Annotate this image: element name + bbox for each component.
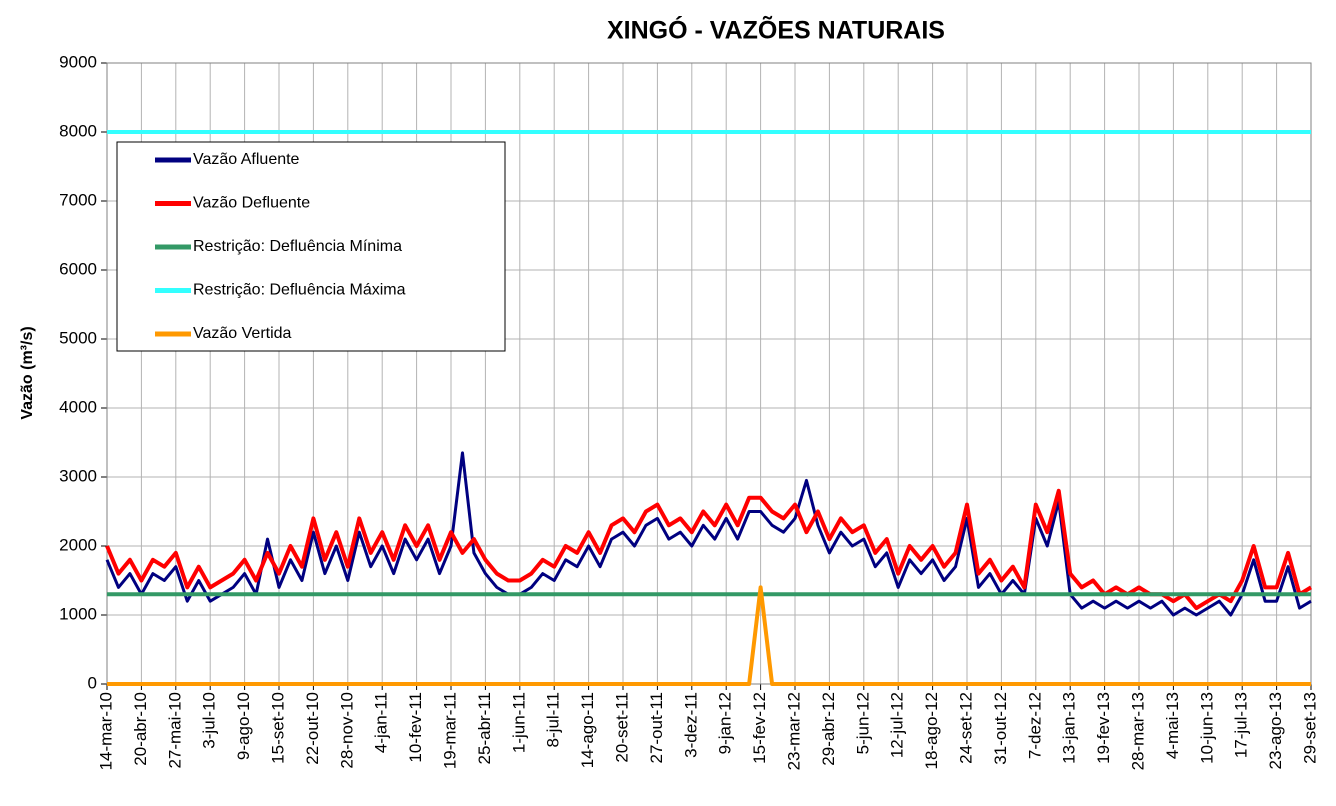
y-tick-label: 6000	[59, 259, 97, 278]
x-tick-label: 23-mar-12	[784, 692, 803, 770]
x-tick-label: 5-jun-12	[853, 692, 872, 754]
x-tick-label: 29-abr-12	[819, 692, 838, 766]
legend-label: Restrição: Defluência Mínima	[193, 238, 402, 255]
x-tick-label: 4-mai-13	[1163, 692, 1182, 759]
x-tick-label: 10-fev-11	[406, 692, 425, 763]
x-tick-label: 25-abr-11	[475, 692, 494, 764]
x-tick-label: 29-set-13	[1300, 692, 1319, 764]
x-tick-label: 20-set-11	[612, 692, 631, 763]
x-tick-label: 14-mar-10	[96, 692, 115, 770]
x-tick-label: 23-ago-13	[1266, 692, 1285, 770]
y-tick-label: 2000	[59, 535, 97, 554]
x-tick-label: 15-fev-12	[750, 692, 769, 764]
y-tick-label: 9000	[59, 52, 97, 71]
x-tick-label: 20-abr-10	[131, 692, 150, 766]
x-tick-label: 9-ago-10	[234, 692, 253, 760]
y-tick-label: 3000	[59, 466, 97, 485]
x-tick-label: 14-ago-11	[578, 692, 597, 768]
x-tick-label: 24-set-12	[956, 692, 975, 764]
y-tick-label: 1000	[59, 604, 97, 623]
x-tick-label: 27-out-11	[647, 692, 666, 764]
y-axis-label: Vazão (m³/s)	[19, 326, 36, 419]
x-tick-label: 15-set-10	[268, 692, 287, 764]
legend-label: Vazão Afluente	[193, 151, 300, 168]
x-tick-label: 10-jun-13	[1197, 692, 1216, 764]
x-tick-label: 12-jul-12	[888, 692, 907, 758]
x-tick-label: 7-dez-12	[1025, 692, 1044, 759]
x-tick-label: 19-mar-11	[440, 692, 459, 769]
y-tick-label: 5000	[59, 328, 97, 347]
y-tick-label: 8000	[59, 121, 97, 140]
series-line	[107, 585, 1311, 686]
x-tick-label: 27-mai-10	[165, 692, 184, 769]
x-tick-label: 4-jan-11	[372, 692, 391, 753]
y-tick-label: 0	[88, 673, 97, 692]
x-tick-label: 1-jun-11	[509, 692, 528, 753]
x-tick-label: 28-nov-10	[337, 692, 356, 769]
x-tick-label: 22-out-10	[303, 692, 322, 765]
x-tick-label: 19-fev-13	[1094, 692, 1113, 764]
x-tick-label: 3-jul-10	[200, 692, 219, 749]
x-tick-label: 28-mar-13	[1128, 692, 1147, 770]
x-tick-label: 9-jan-12	[716, 692, 735, 754]
legend-label: Vazão Defluente	[193, 195, 310, 212]
x-tick-label: 8-jul-11	[544, 692, 563, 747]
x-tick-label: 31-out-12	[991, 692, 1010, 765]
x-tick-label: 18-ago-12	[922, 692, 941, 770]
x-tick-label: 3-dez-11	[681, 692, 700, 758]
chart-title: XINGÓ - VAZÕES NATURAIS	[607, 15, 945, 45]
x-tick-label: 13-jan-13	[1060, 692, 1079, 764]
legend-label: Restrição: Defluência Máxima	[193, 282, 406, 299]
series-line	[105, 488, 1313, 611]
y-tick-label: 7000	[59, 190, 97, 209]
x-tick-label: 17-jul-13	[1232, 692, 1251, 758]
series-line	[105, 451, 1312, 617]
legend-label: Vazão Vertida	[193, 325, 292, 342]
y-tick-label: 4000	[59, 397, 97, 416]
